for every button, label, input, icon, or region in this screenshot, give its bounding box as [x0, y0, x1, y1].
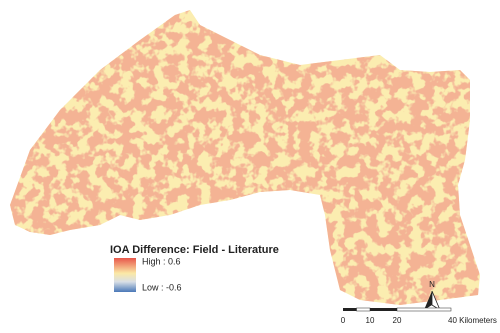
legend-high: High : 0.6 — [142, 256, 181, 266]
scale-seg — [396, 307, 452, 312]
scale-seg — [370, 308, 397, 311]
arrow-right — [431, 290, 441, 312]
arrow-left — [424, 291, 432, 310]
scale-bar: 0 10 20 40 Kilometers — [341, 307, 497, 325]
scale-seg — [343, 308, 357, 311]
scale-seg — [356, 307, 371, 312]
scale-label: 10 — [366, 316, 375, 325]
scale-label: 20 — [393, 316, 402, 325]
north-label: N — [429, 280, 435, 289]
scale-label: 40 Kilometers — [448, 316, 497, 325]
legend-title: IOA Difference: Field - Literature — [110, 244, 279, 256]
legend-low: Low : -0.6 — [142, 282, 182, 292]
legend-ramp — [114, 258, 136, 292]
scale-label: 0 — [341, 316, 346, 325]
north-arrow: N — [424, 280, 441, 312]
